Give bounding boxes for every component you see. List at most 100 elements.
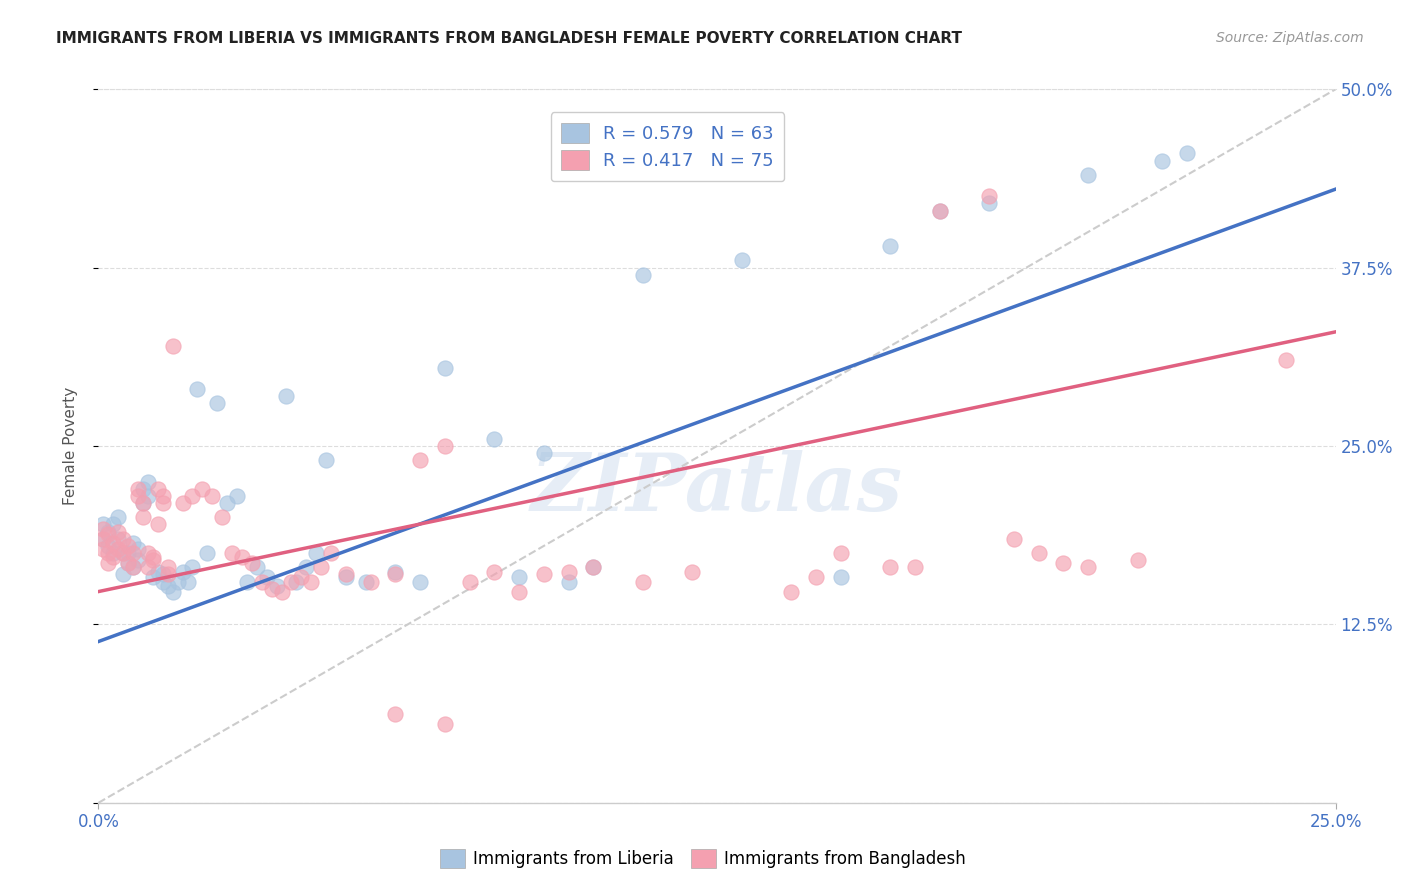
Point — [112, 532, 135, 546]
Point — [484, 565, 506, 579]
Point — [384, 707, 406, 722]
Point — [107, 541, 129, 556]
Point — [142, 570, 165, 584]
Point — [1152, 153, 1174, 168]
Point — [533, 567, 555, 582]
Point — [240, 556, 263, 570]
Point — [122, 560, 145, 574]
Point — [582, 560, 605, 574]
Point — [103, 517, 125, 532]
Point — [433, 717, 456, 731]
Point — [93, 541, 115, 556]
Point — [107, 510, 129, 524]
Point — [93, 517, 115, 532]
Point — [181, 489, 204, 503]
Point — [156, 579, 179, 593]
Point — [1126, 553, 1149, 567]
Point — [280, 574, 302, 589]
Point — [557, 565, 579, 579]
Point — [928, 203, 950, 218]
Point — [146, 517, 169, 532]
Point — [176, 574, 198, 589]
Point — [112, 546, 135, 560]
Point — [132, 482, 155, 496]
Point — [458, 574, 481, 589]
Point — [136, 560, 159, 574]
Point — [152, 574, 174, 589]
Point — [270, 584, 292, 599]
Point — [360, 574, 382, 589]
Point — [97, 546, 120, 560]
Point — [156, 567, 179, 582]
Legend: R = 0.579   N = 63, R = 0.417   N = 75: R = 0.579 N = 63, R = 0.417 N = 75 — [551, 112, 785, 181]
Point — [172, 565, 194, 579]
Point — [166, 574, 188, 589]
Point — [354, 574, 377, 589]
Point — [979, 196, 1001, 211]
Point — [103, 536, 125, 550]
Point — [246, 560, 269, 574]
Point — [97, 539, 120, 553]
Point — [1077, 168, 1099, 182]
Point — [433, 360, 456, 375]
Point — [142, 553, 165, 567]
Point — [384, 565, 406, 579]
Point — [830, 570, 852, 584]
Point — [256, 570, 278, 584]
Point — [631, 268, 654, 282]
Point — [117, 556, 139, 570]
Point — [276, 389, 298, 403]
Point — [226, 489, 249, 503]
Point — [231, 550, 253, 565]
Point — [780, 584, 803, 599]
Point — [136, 489, 159, 503]
Point — [97, 556, 120, 570]
Point — [93, 532, 115, 546]
Point — [315, 453, 337, 467]
Point — [217, 496, 239, 510]
Point — [97, 524, 120, 539]
Point — [127, 553, 149, 567]
Point — [146, 482, 169, 496]
Point — [93, 532, 115, 546]
Point — [1077, 560, 1099, 574]
Point — [433, 439, 456, 453]
Y-axis label: Female Poverty: Female Poverty — [63, 387, 77, 505]
Point — [127, 489, 149, 503]
Point — [201, 489, 224, 503]
Point — [205, 396, 228, 410]
Point — [112, 546, 135, 560]
Point — [904, 560, 927, 574]
Point — [260, 582, 283, 596]
Text: IMMIGRANTS FROM LIBERIA VS IMMIGRANTS FROM BANGLADESH FEMALE POVERTY CORRELATION: IMMIGRANTS FROM LIBERIA VS IMMIGRANTS FR… — [56, 31, 962, 46]
Point — [132, 496, 155, 510]
Point — [152, 496, 174, 510]
Point — [879, 560, 901, 574]
Point — [152, 489, 174, 503]
Point — [1028, 546, 1050, 560]
Point — [309, 560, 332, 574]
Point — [508, 584, 530, 599]
Point — [112, 567, 135, 582]
Point — [156, 560, 179, 574]
Point — [107, 532, 129, 546]
Point — [508, 570, 530, 584]
Point — [195, 546, 218, 560]
Point — [928, 203, 950, 218]
Text: ZIPatlas: ZIPatlas — [531, 450, 903, 527]
Point — [136, 475, 159, 489]
Point — [181, 560, 204, 574]
Point — [266, 579, 288, 593]
Point — [122, 560, 145, 574]
Point — [122, 536, 145, 550]
Point — [1052, 556, 1074, 570]
Point — [117, 546, 139, 560]
Point — [103, 546, 125, 560]
Point — [136, 546, 159, 560]
Point — [557, 574, 579, 589]
Point — [879, 239, 901, 253]
Point — [107, 524, 129, 539]
Point — [236, 574, 259, 589]
Point — [533, 446, 555, 460]
Point — [152, 567, 174, 582]
